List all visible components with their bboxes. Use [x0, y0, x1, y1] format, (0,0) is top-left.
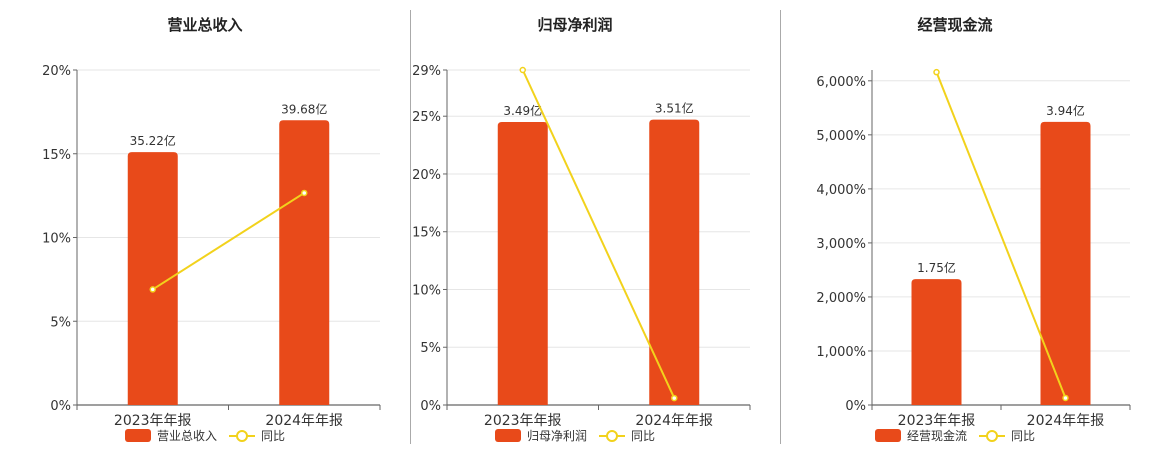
bar [279, 120, 330, 405]
legend-item-line[interactable]: 同比 [599, 427, 655, 444]
y-tick-label: 2,000% [816, 291, 866, 306]
y-tick-label: 15% [42, 148, 71, 163]
legend-bar-label: 归母净利润 [526, 429, 587, 443]
chart-svg-net-profit: 0% 5% 10% 15% 20% 25% 29% 3.49亿 2023年年报 3.51亿 2024… [412, 64, 751, 429]
legend-item-line[interactable]: 同比 [229, 427, 285, 444]
bar-value-label: 3.51亿 [655, 101, 694, 116]
line-point [933, 68, 940, 76]
chart-title: 经营现金流 [917, 16, 993, 34]
panel-divider [410, 10, 411, 444]
chart-legend: 归母净利润 同比 [390, 427, 760, 444]
y-tick-label: 5% [50, 315, 71, 330]
y-tick-label: 3,000% [816, 237, 866, 252]
y-tick-label: 10% [412, 283, 441, 298]
line-point [519, 66, 526, 74]
y-tick-label: 4,000% [816, 183, 866, 198]
x-tick-label: 2024年年报 [635, 413, 713, 429]
y-tick-label: 5,000% [816, 129, 866, 144]
legend-bar-swatch [124, 429, 151, 442]
y-tick-label: 10% [42, 232, 71, 247]
y-tick-label: 0% [845, 399, 866, 414]
bar [649, 119, 700, 405]
line-point [671, 394, 678, 402]
chart-title: 归母净利润 [537, 16, 613, 34]
legend-item-bar[interactable]: 经营现金流 [874, 427, 967, 444]
x-tick-label: 2024年年报 [1027, 413, 1105, 429]
line-series [152, 192, 305, 291]
legend-item-line[interactable]: 同比 [979, 427, 1035, 444]
bar [1040, 121, 1091, 405]
legend-bar-swatch [494, 429, 521, 442]
panel-divider [780, 10, 781, 444]
legend-line-swatch [979, 429, 1005, 442]
bar-value-label: 3.94亿 [1046, 103, 1085, 118]
bar-value-label: 35.22亿 [130, 133, 176, 148]
line-series [935, 71, 1067, 399]
y-tick-label: 25% [412, 110, 441, 125]
legend-item-bar[interactable]: 营业总收入 [124, 427, 217, 444]
chart-legend: 经营现金流 同比 [770, 427, 1140, 444]
legend-line-swatch [599, 429, 625, 442]
line-point [149, 286, 156, 293]
line-series [521, 69, 676, 399]
y-tick-label: 15% [412, 226, 441, 241]
y-tick-label: 6,000% [816, 75, 866, 90]
x-tick-label: 2023年年报 [898, 413, 976, 429]
y-tick-label: 0% [50, 399, 71, 414]
x-tick-label: 2023年年报 [484, 413, 562, 429]
chart-title: 营业总收入 [167, 16, 243, 34]
y-tick-label: 5% [420, 341, 441, 356]
x-tick-label: 2023年年报 [114, 413, 192, 429]
chart-legend: 营业总收入 同比 [20, 427, 390, 444]
line-point [1062, 394, 1069, 402]
bar-value-label: 39.68亿 [281, 101, 327, 116]
bar [127, 152, 178, 405]
legend-line-swatch [229, 429, 255, 442]
y-tick-label: 29% [412, 64, 441, 79]
x-tick-label: 2024年年报 [265, 413, 343, 429]
legend-line-label: 同比 [631, 429, 656, 443]
y-tick-label: 20% [412, 168, 441, 183]
bar [497, 121, 548, 405]
bar-value-label: 3.49亿 [503, 103, 542, 118]
legend-bar-label: 营业总收入 [156, 429, 217, 443]
chart-panel-revenue: 营业总收入 0% 5% 10% 15% 20% 35.22亿 2023年年报 39.68亿 20… [20, 0, 390, 450]
legend-bar-swatch [874, 429, 901, 442]
bar [911, 279, 962, 405]
y-tick-label: 0% [420, 399, 441, 414]
bar-value-label: 1.75亿 [917, 260, 956, 275]
line-point [301, 189, 308, 197]
y-tick-label: 1,000% [816, 345, 866, 360]
chart-svg-cash-flow: 0% 1,000% 2,000% 3,000% 4,000% 5,000% 6,000% 1.… [816, 68, 1131, 429]
chart-svg-revenue: 0% 5% 10% 15% 20% 35.22亿 2023年年报 39.68亿 2024年年报 [42, 64, 381, 429]
legend-line-label: 同比 [1011, 429, 1036, 443]
y-tick-label: 20% [42, 64, 71, 79]
legend-item-bar[interactable]: 归母净利润 [494, 427, 587, 444]
legend-line-label: 同比 [261, 429, 286, 443]
chart-panel-cash-flow: 经营现金流 0% 1,000% 2,000% 3,000% 4,000% 5,000% 6,… [770, 0, 1140, 450]
chart-panel-net-profit: 归母净利润 0% 5% 10% 15% 20% 25% 29% 3.49亿 2023年年报 3.5… [390, 0, 760, 450]
legend-bar-label: 经营现金流 [906, 429, 967, 443]
